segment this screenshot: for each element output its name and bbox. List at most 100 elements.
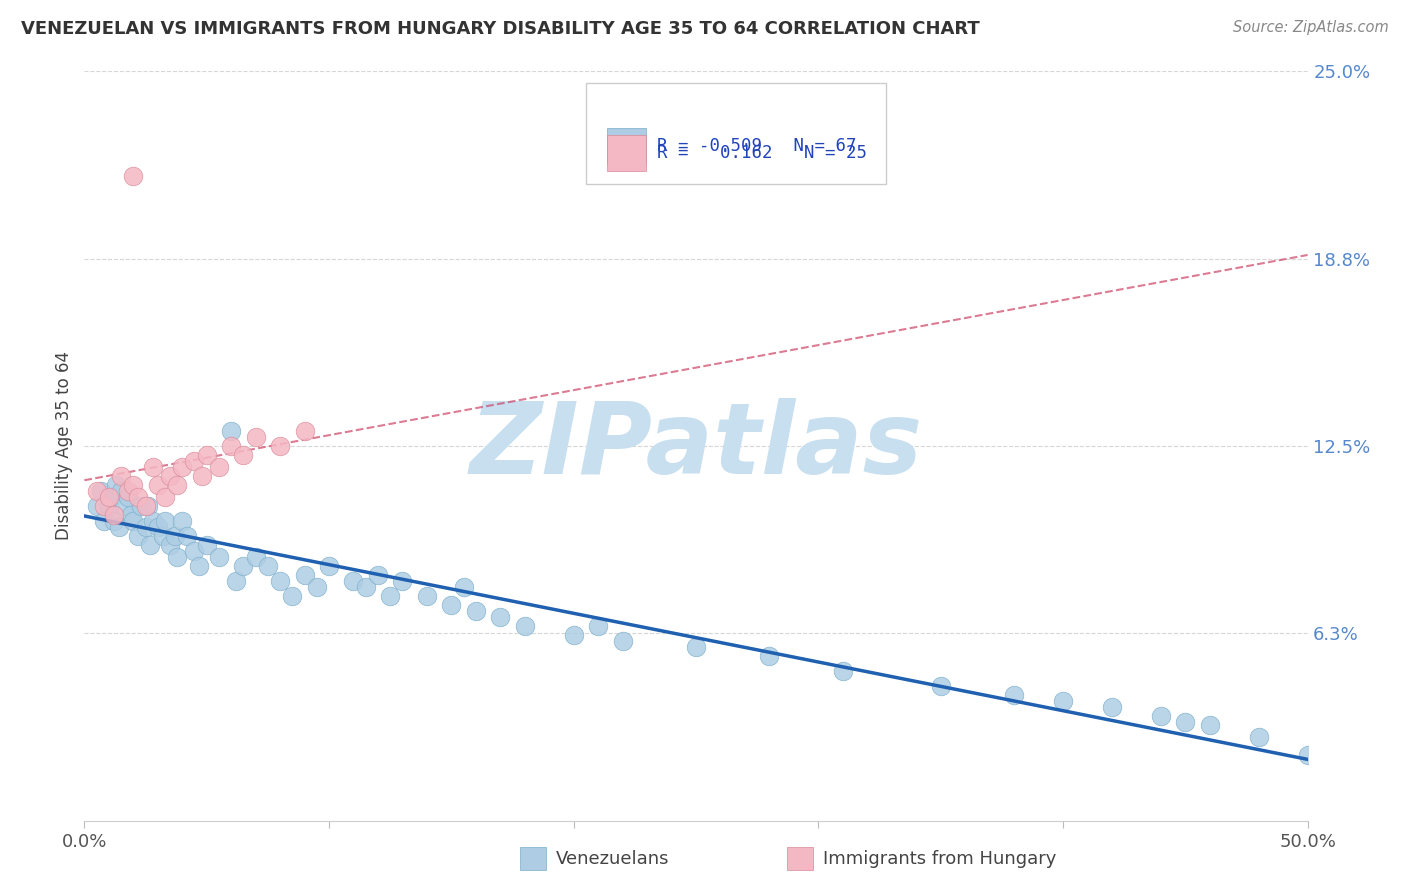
Text: R =   0.162   N = 25: R = 0.162 N = 25	[657, 144, 868, 162]
Point	[107, 520, 129, 534]
Point	[166, 478, 188, 492]
Point	[100, 490, 122, 504]
Bar	[606, 128, 645, 163]
Point	[120, 508, 142, 522]
Point	[166, 549, 188, 564]
Point	[110, 469, 132, 483]
Point	[97, 490, 120, 504]
Point	[135, 520, 157, 534]
Point	[342, 574, 364, 588]
Text: Venezuelans: Venezuelans	[555, 849, 669, 868]
Point	[929, 679, 952, 693]
Point	[367, 567, 389, 582]
Point	[146, 478, 169, 492]
Point	[163, 529, 186, 543]
Text: Source: ZipAtlas.com: Source: ZipAtlas.com	[1233, 20, 1389, 35]
Point	[159, 469, 181, 483]
FancyBboxPatch shape	[586, 83, 886, 184]
Point	[191, 469, 214, 483]
Point	[208, 460, 231, 475]
Point	[464, 604, 486, 618]
Point	[245, 430, 267, 444]
Point	[93, 514, 115, 528]
Point	[152, 529, 174, 543]
Text: R = -0.509   N = 67: R = -0.509 N = 67	[657, 136, 856, 154]
Point	[831, 664, 853, 678]
Point	[219, 439, 242, 453]
Point	[232, 448, 254, 462]
Point	[612, 633, 634, 648]
Point	[489, 610, 512, 624]
Point	[1150, 708, 1173, 723]
Point	[93, 499, 115, 513]
Point	[135, 499, 157, 513]
Point	[1198, 717, 1220, 731]
Point	[117, 490, 139, 504]
Point	[86, 499, 108, 513]
Bar	[606, 135, 645, 171]
Point	[758, 648, 780, 663]
Point	[1296, 747, 1319, 762]
Point	[1101, 699, 1123, 714]
Point	[225, 574, 247, 588]
Point	[129, 499, 152, 513]
Point	[281, 589, 304, 603]
Point	[86, 483, 108, 498]
Point	[183, 454, 205, 468]
Y-axis label: Disability Age 35 to 64: Disability Age 35 to 64	[55, 351, 73, 541]
Point	[294, 424, 316, 438]
Point	[117, 483, 139, 498]
Point	[294, 567, 316, 582]
Point	[103, 508, 125, 522]
Point	[685, 640, 707, 654]
Point	[1052, 694, 1074, 708]
Point	[453, 580, 475, 594]
Point	[380, 589, 402, 603]
Point	[97, 499, 120, 513]
Point	[245, 549, 267, 564]
Point	[269, 439, 291, 453]
Point	[103, 514, 125, 528]
Text: ZIPatlas: ZIPatlas	[470, 398, 922, 494]
Point	[416, 589, 439, 603]
Point	[562, 628, 585, 642]
Point	[195, 538, 218, 552]
Point	[257, 558, 280, 573]
Point	[586, 619, 609, 633]
Point	[269, 574, 291, 588]
Point	[142, 460, 165, 475]
Point	[232, 558, 254, 573]
Point	[219, 424, 242, 438]
Point	[183, 544, 205, 558]
Point	[305, 580, 328, 594]
Text: VENEZUELAN VS IMMIGRANTS FROM HUNGARY DISABILITY AGE 35 TO 64 CORRELATION CHART: VENEZUELAN VS IMMIGRANTS FROM HUNGARY DI…	[21, 20, 980, 37]
Point	[354, 580, 377, 594]
Point	[112, 499, 135, 513]
Point	[153, 490, 176, 504]
Point	[122, 169, 145, 184]
Point	[127, 529, 149, 543]
Point	[146, 520, 169, 534]
Point	[172, 460, 194, 475]
Point	[105, 478, 128, 492]
Point	[153, 514, 176, 528]
Point	[110, 483, 132, 498]
Point	[188, 558, 211, 573]
Point	[159, 538, 181, 552]
Point	[139, 538, 162, 552]
Point	[122, 478, 145, 492]
Point	[391, 574, 413, 588]
Point	[1002, 688, 1025, 702]
Point	[172, 514, 194, 528]
Point	[1174, 714, 1197, 729]
Point	[318, 558, 340, 573]
Point	[195, 448, 218, 462]
Point	[142, 514, 165, 528]
Point	[440, 598, 463, 612]
Point	[176, 529, 198, 543]
Point	[136, 499, 159, 513]
Point	[90, 483, 112, 498]
Point	[127, 490, 149, 504]
Text: Immigrants from Hungary: Immigrants from Hungary	[823, 849, 1056, 868]
Point	[513, 619, 536, 633]
